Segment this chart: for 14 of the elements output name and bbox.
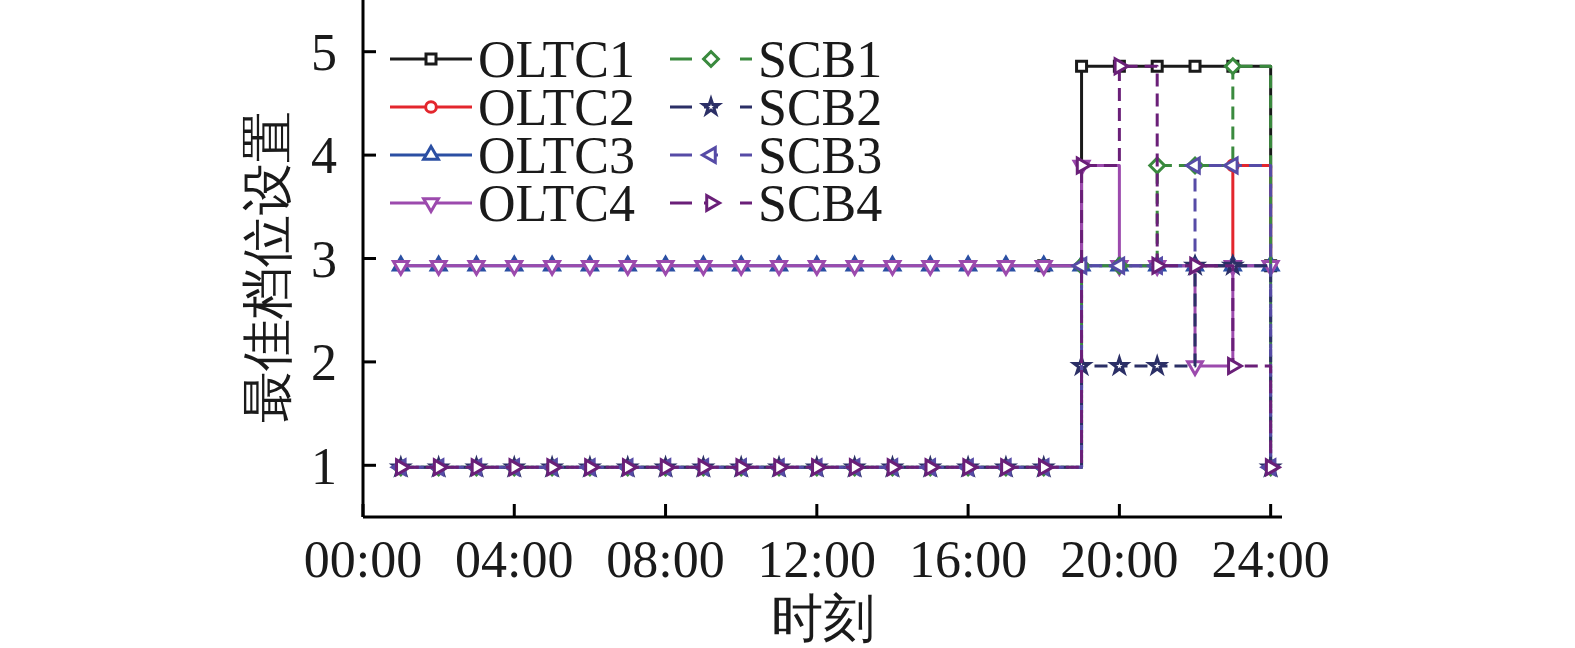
- x-tick-label: 24:00: [1211, 531, 1330, 588]
- x-axis-title: 时刻: [770, 590, 875, 647]
- y-tick-label: 5: [311, 23, 337, 81]
- y-tick-label: 2: [311, 334, 337, 392]
- x-tick-label: 16:00: [908, 531, 1028, 588]
- x-tick-label: 08:00: [606, 531, 725, 588]
- y-tick-label: 1: [311, 437, 337, 495]
- y-tick-label: 3: [311, 230, 337, 288]
- x-tick-label: 04:00: [455, 531, 574, 588]
- x-tick-label: 20:00: [1060, 531, 1179, 588]
- y-axis-title: 最佳档位设置: [239, 110, 296, 423]
- y-tick-label: 4: [311, 127, 337, 185]
- x-tick-label: 12:00: [757, 531, 877, 588]
- x-tick-label: 00:00: [303, 531, 423, 588]
